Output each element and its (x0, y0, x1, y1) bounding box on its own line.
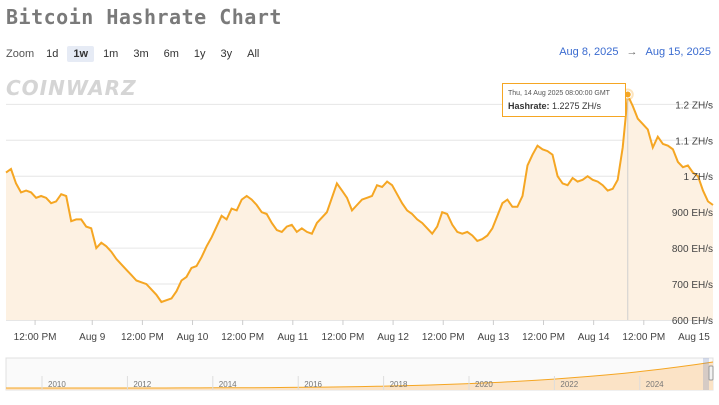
navigator-year-label: 2022 (560, 380, 578, 389)
navigator-handle[interactable] (708, 365, 714, 381)
x-tick-label: 12:00 PM (522, 332, 565, 343)
zoom-1d-button[interactable]: 1d (40, 46, 64, 62)
tooltip-label: Hashrate: (508, 101, 550, 111)
zoom-all-button[interactable]: All (241, 46, 265, 62)
range-to-date[interactable]: Aug 15, 2025 (645, 46, 711, 58)
hashrate-area (6, 95, 713, 321)
y-tick-label: 600 EH/s (672, 316, 713, 327)
navigator-year-label: 2020 (475, 380, 493, 389)
x-tick-label: Aug 13 (478, 332, 510, 343)
x-tick-label: 12:00 PM (121, 332, 164, 343)
x-tick-label: 12:00 PM (14, 332, 57, 343)
y-tick-label: 700 EH/s (672, 280, 713, 291)
y-tick-label: 900 EH/s (672, 208, 713, 219)
y-tick-label: 1 ZH/s (684, 172, 713, 183)
tooltip-value: 1.2275 ZH/s (552, 101, 602, 111)
navigator-year-label: 2010 (48, 380, 66, 389)
hashrate-line (5, 91, 714, 304)
y-tick-label: 800 EH/s (672, 244, 713, 255)
x-tick-label: Aug 10 (177, 332, 209, 343)
range-arrow-icon: → (626, 46, 638, 58)
x-tick-label: 12:00 PM (322, 332, 365, 343)
navigator-year-label: 2018 (390, 380, 408, 389)
x-tick-label: Aug 15 (678, 332, 710, 343)
navigator-area (6, 362, 713, 390)
x-tick-label: 12:00 PM (622, 332, 665, 343)
data-tooltip: Thu, 14 Aug 2025 08:00:00 GMT Hashrate: … (502, 83, 626, 117)
zoom-3m-button[interactable]: 3m (127, 46, 154, 62)
zoom-6m-button[interactable]: 6m (158, 46, 185, 62)
x-tick-label: 12:00 PM (422, 332, 465, 343)
zoom-label: Zoom (6, 48, 35, 60)
x-tick-label: Aug 14 (578, 332, 610, 343)
navigator-selection[interactable] (703, 358, 709, 390)
coinwarz-watermark-logo: COINWARZ (6, 76, 137, 100)
zoom-selector: Zoom 1d 1w 1m 3m 6m 1y 3y All (6, 44, 268, 64)
x-axis-labels: 12:00 PM Aug 9 12:00 PM Aug 10 12:00 PM Aug 1… (14, 320, 710, 343)
zoom-1m-button[interactable]: 1m (97, 46, 124, 62)
x-tick-label: 12:00 PM (221, 332, 264, 343)
x-tick-label: Aug 11 (277, 332, 308, 343)
x-tick-label: Aug 9 (79, 332, 106, 343)
x-tick-label: Aug 12 (377, 332, 409, 343)
range-from-date[interactable]: Aug 8, 2025 (559, 46, 619, 58)
zoom-1w-button[interactable]: 1w (67, 46, 95, 62)
navigator: 2010 2012 2014 2016 2018 2020 2022 2024 (5, 357, 714, 391)
navigator-year-label: 2016 (304, 380, 322, 389)
zoom-3y-button[interactable]: 3y (215, 46, 239, 62)
navigator-line (6, 361, 714, 389)
y-tick-label: 1.1 ZH/s (675, 136, 713, 147)
navigator-year-label: 2014 (219, 380, 237, 389)
y-tick-label: 1.2 ZH/s (675, 100, 713, 111)
tooltip-time: Thu, 14 Aug 2025 08:00:00 GMT (508, 90, 610, 97)
date-range: Aug 8, 2025 → Aug 15, 2025 (559, 46, 711, 58)
navigator-year-label: 2012 (133, 380, 151, 389)
y-axis-labels: 600 EH/s 700 EH/s 800 EH/s 900 EH/s 1 ZH/s 1.… (672, 100, 713, 327)
navigator-year-label: 2024 (646, 380, 664, 389)
chart-title: Bitcoin Hashrate Chart (6, 5, 282, 29)
zoom-1y-button[interactable]: 1y (188, 46, 212, 62)
